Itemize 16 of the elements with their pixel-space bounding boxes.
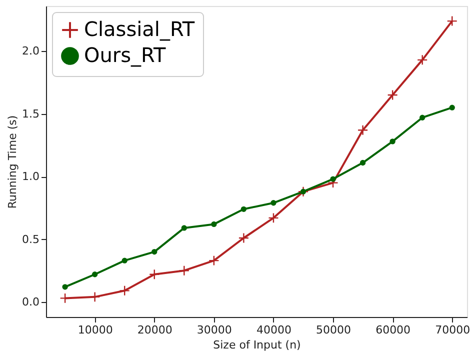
y-tick-label: 0.5 bbox=[22, 232, 40, 246]
y-tick-label: 1.5 bbox=[22, 107, 40, 120]
legend-label: Classial_RT bbox=[84, 17, 196, 41]
x-tick-label: 70000 bbox=[435, 324, 470, 336]
x-tick-label: 40000 bbox=[256, 324, 292, 336]
x-tick-label: 50000 bbox=[316, 324, 352, 336]
x-tick-label: 60000 bbox=[376, 324, 411, 336]
y-tick-label: 0.0 bbox=[22, 295, 40, 308]
x-tick-label: 10000 bbox=[78, 324, 113, 336]
legend-label: Ours_RT bbox=[84, 43, 166, 67]
x-tick-label: 30000 bbox=[196, 324, 232, 336]
y-axis-title: Running Time (s) bbox=[6, 115, 20, 209]
x-axis-title: Size of Input (n) bbox=[213, 338, 301, 352]
x-tick-label: 20000 bbox=[137, 324, 172, 336]
y-tick-label: 2.0 bbox=[22, 44, 40, 58]
y-tick-label: 1.0 bbox=[22, 170, 40, 184]
